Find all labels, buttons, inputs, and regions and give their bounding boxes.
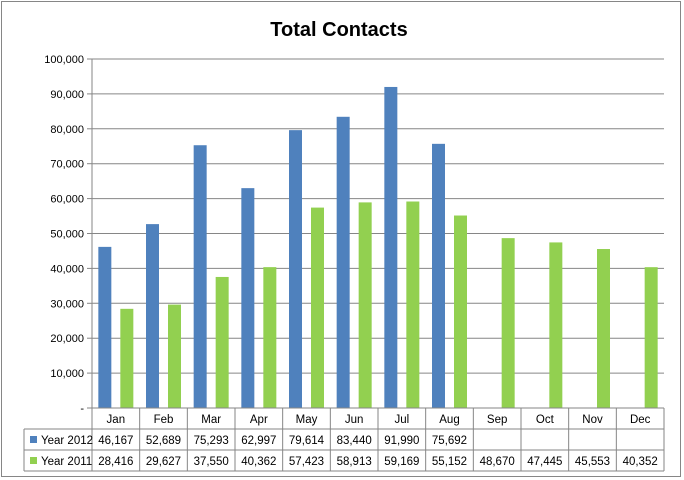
bar-year-2011-feb (168, 304, 181, 408)
data-label: 48,670 (480, 456, 515, 468)
bars (98, 86, 658, 409)
category-label: Jul (394, 414, 409, 426)
data-label: 40,352 (623, 456, 658, 468)
bar-year-2011-jan (120, 308, 134, 408)
y-tick-label: 40,000 (50, 263, 84, 275)
category-label: Jun (345, 414, 364, 426)
data-label: 59,169 (384, 456, 419, 468)
bar-year-2012-mar (193, 145, 207, 409)
legend-label: Year 2012 (41, 435, 93, 447)
category-label: Feb (154, 414, 174, 426)
data-label: 83,440 (337, 435, 372, 447)
data-label: 58,913 (337, 456, 372, 468)
bar-year-2011-may (311, 207, 324, 408)
bar-year-2011-dec (644, 267, 658, 408)
data-label: 62,997 (241, 435, 276, 447)
y-tick-label: 10,000 (50, 368, 84, 380)
y-tick-label: 80,000 (50, 124, 84, 136)
data-label: 79,614 (289, 435, 325, 447)
bar-year-2011-nov (597, 249, 610, 408)
data-label: 52,689 (146, 435, 181, 447)
data-label: 40,362 (241, 456, 276, 468)
data-label: 57,423 (289, 456, 324, 468)
data-label: 37,550 (194, 456, 229, 468)
bar-year-2011-oct (549, 242, 563, 408)
category-label: Mar (201, 414, 221, 426)
data-table: Jan Feb Mar Apr May Jun Jul Aug Sep Oct Nov Dec Year… (23, 407, 665, 472)
bar-year-2012-apr (241, 188, 255, 408)
data-label: 75,293 (194, 435, 229, 447)
y-tick-label: 20,000 (50, 333, 84, 345)
bar-year-2012-may (289, 130, 302, 408)
gridlines (92, 58, 664, 374)
data-label: 91,990 (384, 435, 419, 447)
y-tick-label: 60,000 (50, 194, 84, 206)
bar-year-2012-jun (336, 116, 350, 408)
category-label: Dec (630, 414, 651, 426)
data-label: 75,692 (432, 435, 467, 447)
data-label: 29,627 (146, 456, 181, 468)
bar-year-2012-feb (146, 224, 159, 408)
category-label: Oct (536, 414, 555, 426)
category-label: Apr (250, 414, 268, 426)
legend-key-year-2011 (30, 457, 37, 464)
chart-title: Total Contacts (270, 19, 407, 41)
category-label: Aug (439, 414, 459, 426)
bar-year-2011-apr (263, 267, 277, 408)
legend-key-year-2012 (30, 436, 37, 443)
data-label: 55,152 (432, 456, 467, 468)
data-label: 28,416 (98, 456, 133, 468)
y-axis: - 10,000 20,000 30,000 40,000 50,000 60,000 70,… (44, 54, 93, 415)
bar-year-2012-aug (432, 143, 445, 409)
category-label: Jan (107, 414, 126, 426)
y-tick-label: 30,000 (50, 298, 84, 310)
bar-year-2011-aug (454, 215, 467, 408)
bar-year-2011-sep (501, 238, 515, 408)
bar-year-2012-jul (384, 86, 398, 409)
bar-year-2011-jun (358, 202, 372, 408)
legend-label: Year 2011 (41, 456, 92, 468)
y-tick-label: 50,000 (50, 229, 84, 241)
bar-year-2011-mar (215, 276, 229, 408)
y-tick-label: 100,000 (44, 54, 84, 66)
data-label: 47,445 (527, 456, 562, 468)
y-tick-label: - (80, 403, 84, 415)
data-label: 46,167 (98, 435, 133, 447)
category-label: May (296, 414, 318, 426)
category-label: Sep (487, 414, 507, 426)
y-tick-label: 70,000 (50, 159, 84, 171)
bar-year-2011-jul (406, 201, 420, 408)
bar-year-2012-jan (98, 246, 112, 408)
category-label: Nov (582, 414, 603, 426)
y-tick-label: 90,000 (50, 89, 84, 101)
data-label: 45,553 (575, 456, 610, 468)
